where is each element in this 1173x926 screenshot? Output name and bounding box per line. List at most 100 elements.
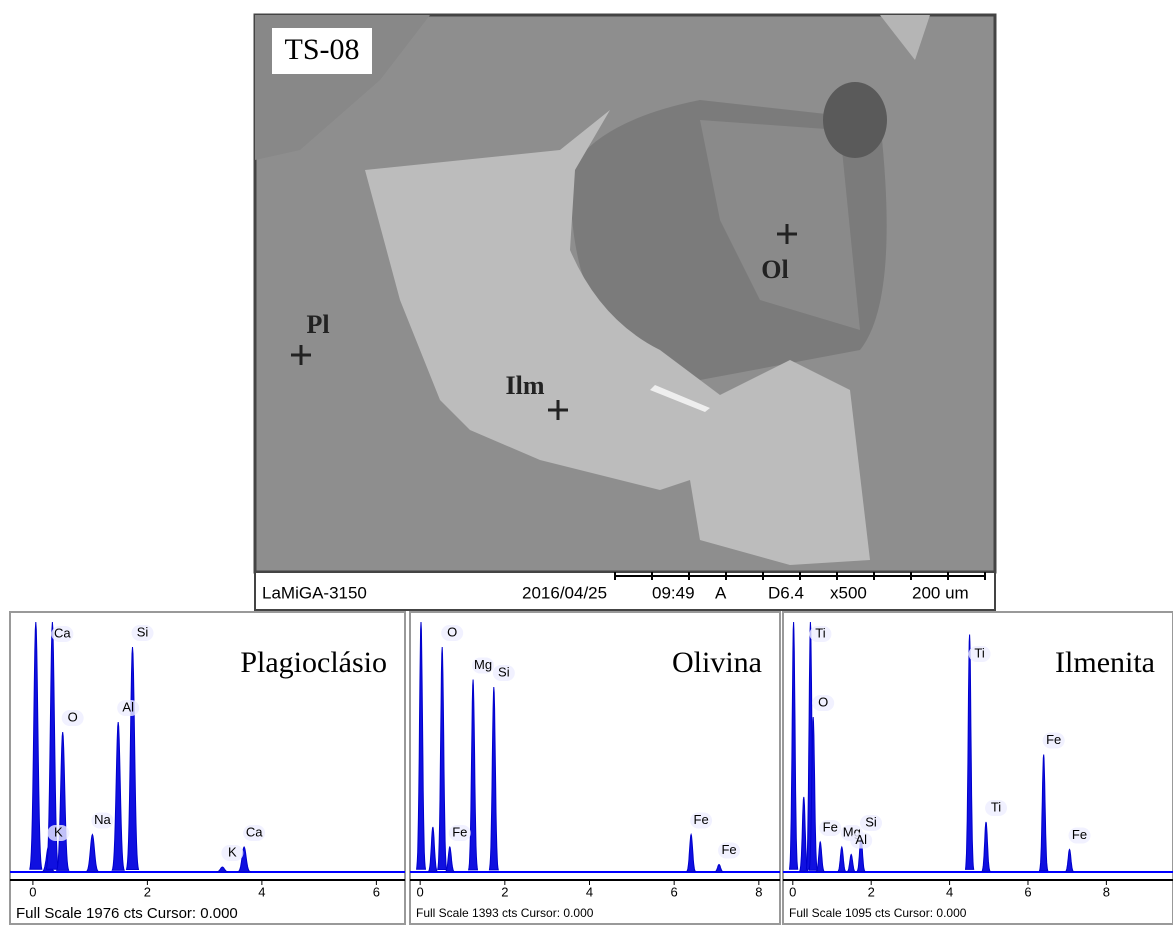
- peak-label: Fe: [823, 819, 838, 834]
- peak-label: Fe: [721, 842, 736, 857]
- peak: [980, 821, 992, 872]
- point-label: Ilm: [506, 371, 545, 400]
- x-tick-label: 2: [144, 884, 151, 899]
- peak-label-bg: [968, 646, 991, 662]
- x-tick-label: 6: [373, 884, 380, 899]
- peak-label: Ti: [974, 645, 984, 660]
- point-label: Ol: [761, 255, 788, 284]
- x-tick-label: 8: [1103, 884, 1110, 899]
- x-tick-label: 4: [258, 884, 265, 899]
- peak-label-bg: [472, 657, 495, 674]
- peak-label: O: [818, 694, 828, 709]
- peak: [788, 621, 799, 870]
- peak: [125, 646, 140, 870]
- peak-label-bg: [812, 695, 835, 711]
- x-tick-label: 6: [671, 884, 678, 899]
- peak: [416, 621, 427, 870]
- spectrum-panel: K Ca O Na Al Si K Ca Plagioclásio 0 2 4 6 Full Scale …: [9, 611, 406, 925]
- peak-label-bg: [117, 700, 140, 716]
- peak: [111, 721, 125, 871]
- peak: [488, 686, 499, 871]
- peak: [427, 826, 439, 872]
- peak: [468, 679, 479, 871]
- peak-label-bg: [91, 812, 114, 829]
- peak: [964, 634, 975, 870]
- peak-label: K: [228, 844, 237, 859]
- peak-label: Si: [137, 624, 149, 639]
- peaks: [783, 621, 1173, 873]
- x-tick-label: 0: [29, 884, 36, 899]
- spectrum-title: Ilmenita: [1055, 646, 1155, 679]
- x-tick-label: 2: [501, 884, 508, 899]
- peak: [714, 863, 724, 873]
- peak-label: Ti: [815, 625, 825, 640]
- peak: [236, 846, 252, 873]
- spectrum-panel: Fe O Mg Si Fe Fe Olivina 0 2 4 6 8 Full Scale 1393 c…: [409, 611, 781, 925]
- peak: [1038, 754, 1049, 872]
- mode: A: [715, 583, 727, 602]
- peak-label: Ti: [991, 799, 1001, 814]
- spectrum-title: Plagioclásio: [240, 646, 387, 679]
- point-label: Pl: [306, 310, 329, 339]
- sem-footer: LaMiGA-3150 2016/04/25 09:49 A D6.4 x500…: [254, 571, 996, 611]
- x-tick-label: 0: [789, 884, 796, 899]
- x-tick-label: 4: [946, 884, 953, 899]
- x-tick-label: 8: [755, 884, 762, 899]
- scale-bar-label: 200 um: [912, 583, 969, 602]
- peak-label-bg: [850, 832, 873, 849]
- peak: [1063, 848, 1075, 873]
- sem-image: TS-08 Pl Ilm Ol: [253, 13, 997, 574]
- peaks: [10, 621, 405, 873]
- peak: [29, 621, 43, 870]
- x-tick-label: 6: [1024, 884, 1031, 899]
- time: 09:49: [652, 583, 695, 602]
- peak: [437, 646, 448, 870]
- peak-label-bg: [809, 626, 832, 642]
- peak-label-bg: [819, 820, 842, 836]
- peak-label-bg: [860, 815, 882, 831]
- magnification: x500: [830, 583, 867, 602]
- peak: [836, 845, 848, 873]
- peak-label-bg: [131, 625, 154, 641]
- peak-label: O: [68, 709, 78, 724]
- peak: [808, 716, 818, 871]
- peak: [814, 840, 826, 873]
- peak-label-bg: [47, 825, 70, 841]
- peak-label: Na: [94, 812, 111, 827]
- peak: [85, 833, 100, 873]
- peak-label: Fe: [1072, 827, 1087, 842]
- date: 2016/04/25: [522, 583, 607, 602]
- peak-label-bg: [1042, 732, 1065, 749]
- peak-label: Al: [855, 832, 867, 847]
- instrument: LaMiGA-3150: [262, 583, 367, 602]
- x-tick-label: 4: [586, 884, 593, 899]
- peak-label-bg: [221, 845, 244, 861]
- peak-label: Fe: [1046, 732, 1061, 747]
- peak-label: Si: [498, 664, 510, 679]
- spectrum-footer: Full Scale 1095 cts Cursor: 0.000: [789, 906, 967, 920]
- peak-label: Fe: [452, 824, 467, 839]
- peak-label: Fe: [694, 812, 709, 827]
- spectrum-title: Olivina: [672, 646, 762, 679]
- peak-label-bg: [985, 800, 1008, 816]
- peak-label-bg: [243, 825, 266, 841]
- peak-label-bg: [718, 842, 741, 859]
- peak-label: Ca: [246, 824, 263, 839]
- peak-label-bg: [690, 812, 713, 829]
- x-tick-label: 2: [868, 884, 875, 899]
- peak: [845, 853, 857, 873]
- peak-label: Al: [122, 699, 134, 714]
- spectrum-footer: Full Scale 1976 cts Cursor: 0.000: [16, 905, 238, 922]
- peak: [685, 832, 697, 873]
- peak-label: Si: [865, 814, 877, 829]
- peak-label: Ca: [54, 625, 71, 640]
- peak-label-bg: [492, 665, 515, 681]
- working-distance: D6.4: [768, 583, 804, 602]
- peak-label-bg: [51, 626, 74, 642]
- peak: [216, 866, 229, 873]
- peaks: [410, 621, 780, 873]
- peak-label-bg: [441, 625, 464, 641]
- spectrum-footer: Full Scale 1393 cts Cursor: 0.000: [416, 906, 594, 920]
